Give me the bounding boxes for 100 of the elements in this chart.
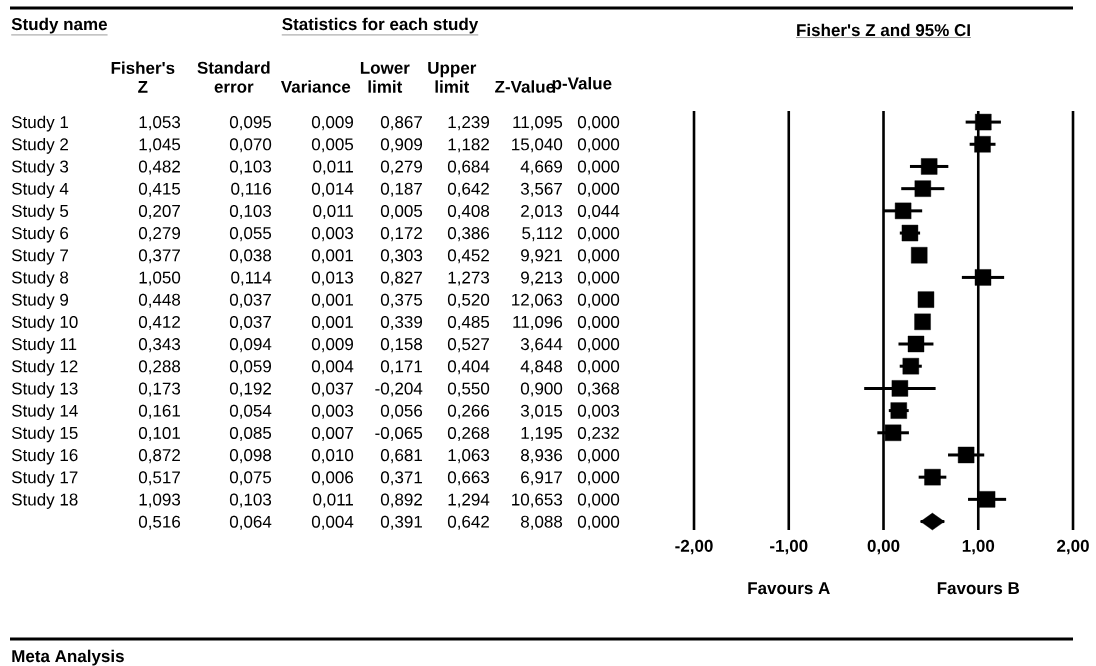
category-label: Standard error — [197, 61, 270, 93]
text: 0,171 — [380, 360, 422, 375]
text: 0,279 — [380, 160, 422, 175]
text: 0,386 — [447, 227, 490, 242]
point — [914, 180, 932, 197]
text: 0,232 — [577, 426, 619, 441]
text: 6,917 — [521, 471, 562, 486]
point — [907, 335, 925, 353]
text: -0,065 — [375, 426, 423, 441]
x-tick-label: 0,00 — [867, 539, 900, 555]
text: 8,936 — [521, 449, 563, 464]
category-label: Fisher's Z — [111, 61, 175, 93]
text: 1,093 — [139, 493, 181, 508]
text: 0,037 — [311, 382, 353, 397]
text: 0,056 — [380, 404, 423, 419]
text: 0,009 — [311, 338, 353, 353]
category-label: Study 4 — [11, 182, 69, 199]
category-label: Variance — [280, 80, 351, 93]
text: 0,642 — [447, 182, 489, 197]
text: 0,527 — [447, 338, 489, 353]
category-label: Study 7 — [11, 248, 68, 265]
text: 0,172 — [380, 227, 422, 242]
category-label: p-Value — [552, 76, 612, 93]
text: 0,059 — [229, 360, 271, 375]
text: 0,013 — [311, 271, 354, 286]
text: 0,343 — [138, 338, 181, 353]
text: 0,095 — [229, 116, 272, 131]
text: 11,096 — [513, 315, 563, 330]
text: 0,482 — [138, 160, 180, 175]
text: 0,158 — [380, 338, 423, 353]
text: 0,001 — [311, 293, 353, 308]
text: 0,010 — [311, 449, 354, 464]
text: 0,681 — [380, 449, 422, 464]
text: 0,006 — [311, 471, 354, 486]
text: 0,207 — [138, 204, 180, 219]
point — [902, 358, 919, 375]
text: 0,827 — [380, 271, 422, 286]
text: 0,054 — [229, 404, 272, 419]
text: 1,053 — [139, 116, 181, 131]
text: 0,173 — [138, 382, 181, 397]
text: 0,000 — [577, 315, 620, 330]
text: 0,663 — [447, 471, 490, 486]
text: 15,040 — [512, 138, 563, 153]
text: 0,371 — [380, 471, 422, 486]
text: 0,404 — [447, 360, 490, 375]
point — [891, 380, 909, 397]
text: 0,103 — [229, 204, 272, 219]
text: 1,063 — [448, 449, 490, 464]
point — [911, 247, 928, 264]
category-label: Study 15 — [11, 426, 78, 443]
chart-title: Fisher's Z and 95% CI — [797, 23, 970, 37]
category-label: Study 16 — [11, 448, 78, 465]
text: 0,000 — [577, 138, 620, 153]
text: 8,088 — [521, 515, 563, 530]
text: 0,001 — [311, 315, 353, 330]
text: 0,004 — [311, 360, 354, 375]
text: 0,266 — [447, 404, 490, 419]
text: 1,294 — [448, 493, 490, 508]
text: 0,192 — [229, 382, 271, 397]
text: 0,000 — [577, 293, 620, 308]
text: Favours A — [748, 582, 830, 595]
text: 0,000 — [577, 338, 620, 353]
text: 0,001 — [311, 249, 353, 264]
text: 0,368 — [577, 382, 620, 397]
text: 0,187 — [380, 182, 422, 197]
text: 0,011 — [313, 204, 353, 219]
category-label: Study 14 — [11, 404, 78, 421]
point — [917, 291, 935, 308]
text: 12,063 — [512, 293, 563, 308]
text: 3,015 — [520, 404, 563, 419]
text: 0,000 — [577, 249, 620, 264]
category-label: Study 5 — [11, 204, 69, 221]
point — [974, 269, 992, 286]
text: 1,182 — [448, 138, 489, 153]
text: 0,872 — [138, 449, 180, 464]
text: 0,038 — [229, 249, 272, 264]
text: 0,550 — [447, 382, 490, 397]
text: 0,003 — [311, 404, 354, 419]
category-label: Study 1 — [11, 115, 69, 132]
text: 10,653 — [512, 493, 563, 508]
text: 0,452 — [447, 249, 489, 264]
text: 0,339 — [380, 315, 422, 330]
text: 0,642 — [447, 515, 489, 530]
text: 0,867 — [380, 116, 422, 131]
point — [914, 313, 931, 331]
text: 0,900 — [520, 382, 563, 397]
text: 1,195 — [521, 426, 563, 441]
text: 0,000 — [577, 271, 620, 286]
text: 0,009 — [311, 116, 353, 131]
category-label: Study 12 — [11, 359, 78, 376]
category-label: Lower limit — [360, 61, 410, 93]
text: 0,000 — [577, 182, 620, 197]
text: 0,377 — [138, 249, 180, 264]
text: 0,485 — [447, 315, 490, 330]
text: 0,375 — [380, 293, 423, 308]
text: 0,044 — [577, 204, 620, 219]
text: 0,101 — [138, 426, 180, 441]
text: 0,000 — [577, 227, 620, 242]
text: 9,213 — [521, 271, 563, 286]
category-label: Study 13 — [11, 382, 78, 398]
